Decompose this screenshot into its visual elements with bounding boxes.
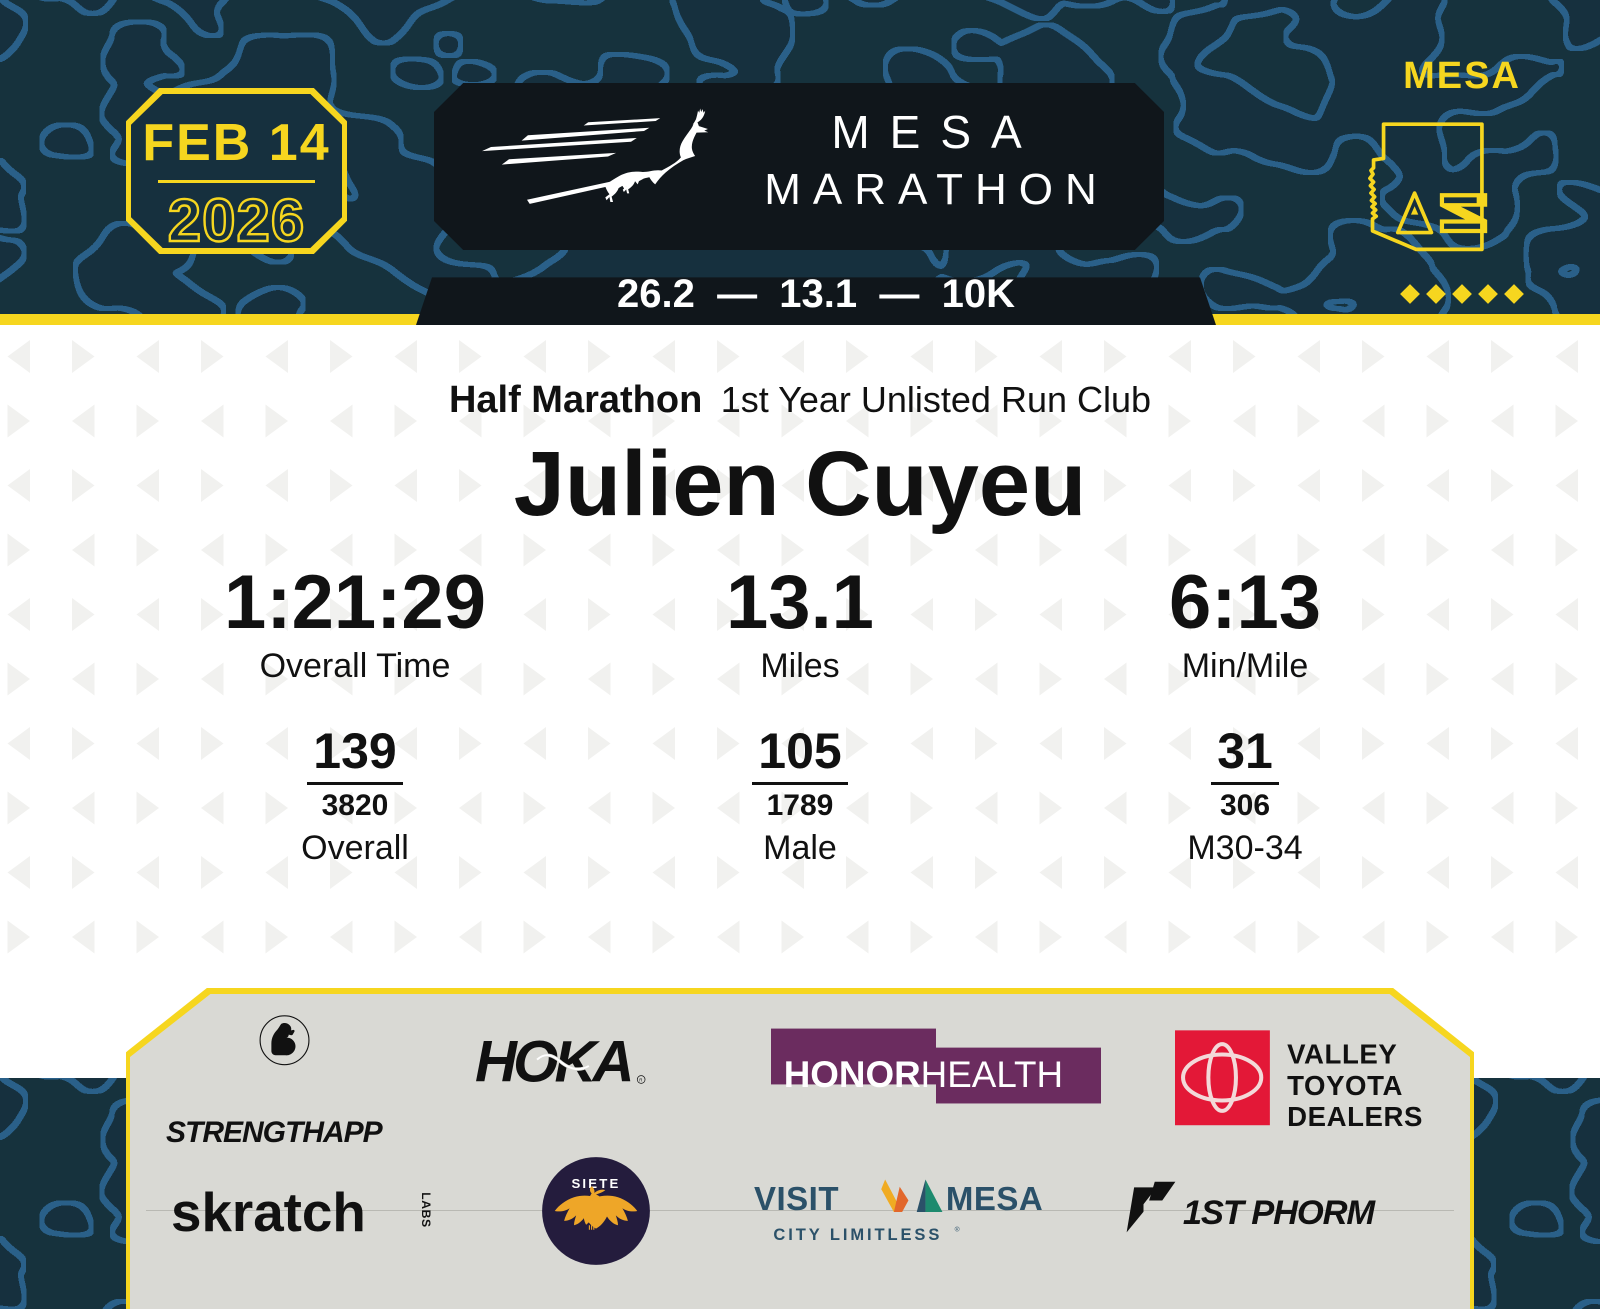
svg-text:DEALERS: DEALERS xyxy=(1287,1101,1423,1132)
svg-text:skratch: skratch xyxy=(171,1181,366,1243)
svg-text:HONORHEALTH: HONORHEALTH xyxy=(784,1054,1063,1095)
svg-text:®: ® xyxy=(955,1225,960,1233)
svg-text:R: R xyxy=(639,1077,642,1082)
svg-text:TOYOTA: TOYOTA xyxy=(1287,1070,1403,1101)
svg-text:LABS: LABS xyxy=(419,1192,433,1228)
svg-text:MESA: MESA xyxy=(946,1180,1043,1217)
svg-text:CITY LIMITLESS: CITY LIMITLESS xyxy=(773,1226,942,1244)
svg-text:VISIT: VISIT xyxy=(754,1180,839,1217)
svg-text:SIETE: SIETE xyxy=(571,1176,620,1191)
svg-text:HOKA: HOKA xyxy=(475,1033,631,1094)
svg-text:1ST PHORM: 1ST PHORM xyxy=(1183,1194,1376,1232)
svg-text:STRENGTHAPP: STRENGTHAPP xyxy=(166,1116,384,1149)
svg-text:VALLEY: VALLEY xyxy=(1287,1039,1397,1070)
